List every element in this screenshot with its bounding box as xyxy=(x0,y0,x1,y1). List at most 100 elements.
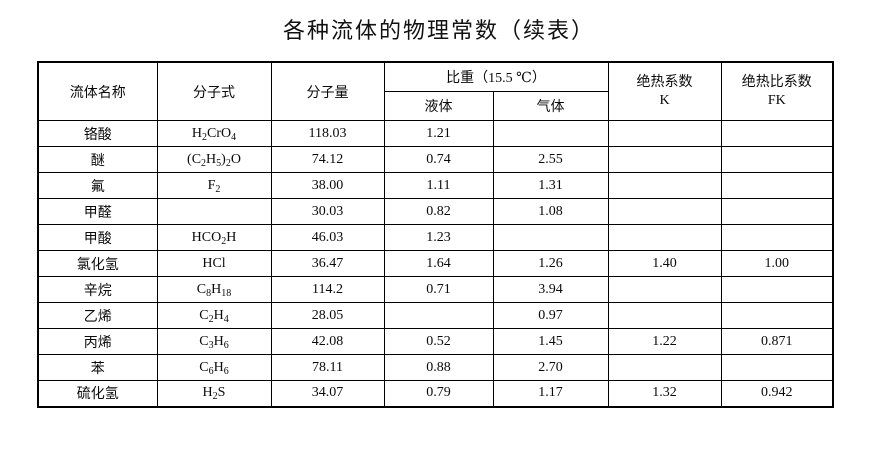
gas-gravity-cell: 1.26 xyxy=(492,250,609,277)
formula-cell xyxy=(156,198,272,225)
liquid-gravity-cell: 1.23 xyxy=(383,224,494,251)
liquid-gravity-cell: 0.82 xyxy=(383,198,494,225)
formula-cell: (C2H5)2O xyxy=(156,146,272,173)
gas-gravity-cell: 3.94 xyxy=(492,276,609,303)
formula-cell: HCl xyxy=(156,250,272,277)
adiabatic-fk-cell xyxy=(720,146,834,173)
fluid-name-cell: 辛烷 xyxy=(37,276,158,303)
header-gas: 气体 xyxy=(492,91,609,121)
liquid-gravity-cell: 1.64 xyxy=(383,250,494,277)
adiabatic-fk-cell xyxy=(720,224,834,251)
fluid-name-cell: 铬酸 xyxy=(37,120,158,147)
molecular-weight-cell: 78.11 xyxy=(270,354,385,381)
gas-gravity-cell xyxy=(492,224,609,251)
fluid-name-cell: 氯化氢 xyxy=(37,250,158,277)
fluid-name-cell: 乙烯 xyxy=(37,302,158,329)
liquid-gravity-cell xyxy=(383,302,494,329)
formula-cell: H2CrO4 xyxy=(156,120,272,147)
table-row: 甲醛 30.03 0.82 1.08 xyxy=(37,198,834,225)
gas-gravity-cell: 1.17 xyxy=(492,380,609,407)
header-adiabatic-coefficient-label: 绝热系数 xyxy=(636,75,693,90)
molecular-weight-cell: 30.03 xyxy=(270,198,385,225)
physical-constants-table: 流体名称 分子式 分子量 比重（15.5 ℃） 绝热系数 K 绝热比系数 FK … xyxy=(37,61,835,408)
molecular-weight-cell: 74.12 xyxy=(270,146,385,173)
table-row: 铬酸 H2CrO4 118.03 1.21 xyxy=(37,120,834,147)
adiabatic-k-cell: 1.22 xyxy=(607,328,722,355)
fluid-name-cell: 硫化氢 xyxy=(37,380,158,407)
liquid-gravity-cell: 0.52 xyxy=(383,328,494,355)
fluid-name-cell: 苯 xyxy=(37,354,158,381)
gas-gravity-cell: 1.45 xyxy=(492,328,609,355)
molecular-weight-cell: 42.08 xyxy=(270,328,385,355)
table-body: 铬酸 H2CrO4 118.03 1.21 醚 (C2H5)2O 74.12 0.74 2.55… xyxy=(37,120,834,407)
header-liquid: 液体 xyxy=(383,91,494,121)
header-fluid-name: 流体名称 xyxy=(37,61,158,121)
header-formula: 分子式 xyxy=(156,61,272,121)
gas-gravity-cell xyxy=(492,120,609,147)
gas-gravity-cell: 1.08 xyxy=(492,198,609,225)
liquid-gravity-cell: 0.71 xyxy=(383,276,494,303)
fluid-name-cell: 醚 xyxy=(37,146,158,173)
adiabatic-fk-cell xyxy=(720,172,834,199)
header-adiabatic-ratio-fk: 绝热比系数 FK xyxy=(720,61,834,121)
fluid-name-cell: 甲醛 xyxy=(37,198,158,225)
header-adiabatic-ratio-label: 绝热比系数 xyxy=(741,75,812,90)
fluid-name-cell: 丙烯 xyxy=(37,328,158,355)
table-row: 辛烷 C8H18 114.2 0.71 3.94 xyxy=(37,276,834,303)
table-row: 乙烯 C2H4 28.05 0.97 xyxy=(37,302,834,329)
formula-cell: HCO2H xyxy=(156,224,272,251)
header-adiabatic-coefficient-symbol: K xyxy=(659,92,670,108)
table-row: 丙烯 C3H6 42.08 0.52 1.45 1.22 0.871 xyxy=(37,328,834,355)
molecular-weight-cell: 46.03 xyxy=(270,224,385,251)
liquid-gravity-cell: 0.79 xyxy=(383,380,494,407)
adiabatic-k-cell xyxy=(607,146,722,173)
adiabatic-fk-cell xyxy=(720,198,834,225)
formula-cell: C2H4 xyxy=(156,302,272,329)
adiabatic-k-cell xyxy=(607,224,722,251)
molecular-weight-cell: 114.2 xyxy=(270,276,385,303)
adiabatic-k-cell xyxy=(607,276,722,303)
adiabatic-fk-cell: 0.942 xyxy=(720,380,834,407)
formula-cell: F2 xyxy=(156,172,272,199)
header-adiabatic-ratio-symbol: FK xyxy=(767,92,786,108)
formula-cell: C6H6 xyxy=(156,354,272,381)
liquid-gravity-cell: 1.21 xyxy=(383,120,494,147)
molecular-weight-cell: 36.47 xyxy=(270,250,385,277)
gas-gravity-cell: 1.31 xyxy=(492,172,609,199)
gas-gravity-cell: 2.55 xyxy=(492,146,609,173)
header-specific-gravity: 比重（15.5 ℃） xyxy=(383,61,609,92)
adiabatic-fk-cell xyxy=(720,276,834,303)
fluid-name-cell: 甲酸 xyxy=(37,224,158,251)
header-molecular-weight: 分子量 xyxy=(270,61,385,121)
adiabatic-fk-cell: 0.871 xyxy=(720,328,834,355)
adiabatic-k-cell xyxy=(607,302,722,329)
adiabatic-fk-cell xyxy=(720,302,834,329)
adiabatic-k-cell xyxy=(607,198,722,225)
adiabatic-k-cell xyxy=(607,120,722,147)
formula-cell: C3H6 xyxy=(156,328,272,355)
adiabatic-k-cell xyxy=(607,354,722,381)
liquid-gravity-cell: 0.74 xyxy=(383,146,494,173)
gas-gravity-cell: 2.70 xyxy=(492,354,609,381)
molecular-weight-cell: 34.07 xyxy=(270,380,385,407)
adiabatic-fk-cell xyxy=(720,354,834,381)
table-row: 硫化氢 H2S 34.07 0.79 1.17 1.32 0.942 xyxy=(37,380,834,407)
adiabatic-k-cell xyxy=(607,172,722,199)
table-row: 醚 (C2H5)2O 74.12 0.74 2.55 xyxy=(37,146,834,173)
adiabatic-fk-cell: 1.00 xyxy=(720,250,834,277)
formula-cell: H2S xyxy=(156,380,272,407)
liquid-gravity-cell: 1.11 xyxy=(383,172,494,199)
adiabatic-fk-cell xyxy=(720,120,834,147)
liquid-gravity-cell: 0.88 xyxy=(383,354,494,381)
page-title: 各种流体的物理常数（续表） xyxy=(282,18,595,43)
table-row: 氯化氢 HCl 36.47 1.64 1.26 1.40 1.00 xyxy=(37,250,834,277)
molecular-weight-cell: 28.05 xyxy=(270,302,385,329)
table-header: 流体名称 分子式 分子量 比重（15.5 ℃） 绝热系数 K 绝热比系数 FK … xyxy=(37,61,834,121)
table-row: 氟 F2 38.00 1.11 1.31 xyxy=(37,172,834,199)
formula-cell: C8H18 xyxy=(156,276,272,303)
adiabatic-k-cell: 1.32 xyxy=(607,380,722,407)
header-adiabatic-coefficient-k: 绝热系数 K xyxy=(607,61,722,121)
table-row: 甲酸 HCO2H 46.03 1.23 xyxy=(37,224,834,251)
molecular-weight-cell: 118.03 xyxy=(270,120,385,147)
